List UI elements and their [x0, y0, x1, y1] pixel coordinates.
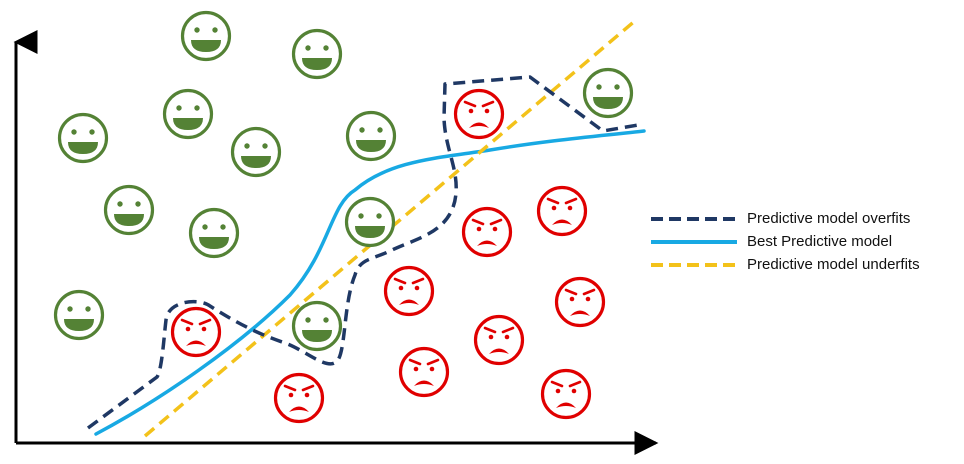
- angry-face-icon: [453, 88, 505, 140]
- happy-face-icon: [188, 207, 240, 259]
- angry-face-icon: [383, 265, 435, 317]
- decision-boundaries: [86, 18, 646, 438]
- happy-face-icon: [57, 112, 109, 164]
- angry-face-icon: [540, 368, 592, 420]
- happy-face-icon: [103, 184, 155, 236]
- happy-face-icon: [345, 110, 397, 162]
- legend-label-overfit: Predictive model overfits: [747, 210, 911, 227]
- legend-item-underfit: Predictive model underfits: [651, 253, 957, 276]
- best-fit-curve: [94, 129, 646, 436]
- angry-face-icon: [273, 372, 325, 424]
- happy-face-icon: [180, 10, 232, 62]
- underfit-line: [143, 18, 638, 438]
- legend: Predictive model overfits Best Predictiv…: [651, 207, 957, 276]
- happy-face-icon: [291, 300, 343, 352]
- axes: [13, 29, 659, 455]
- happy-face-icon: [162, 88, 214, 140]
- best-legend-icon: [651, 239, 737, 244]
- legend-label-best: Best Predictive model: [747, 233, 893, 250]
- happy-face-icon: [344, 196, 396, 248]
- angry-face-icon: [536, 185, 588, 237]
- overfit-curve: [86, 75, 639, 430]
- happy-face-icon: [53, 289, 105, 341]
- legend-item-best: Best Predictive model: [651, 230, 957, 253]
- legend-item-overfit: Predictive model overfits: [651, 207, 957, 230]
- happy-points: [53, 10, 634, 352]
- angry-face-icon: [461, 206, 513, 258]
- happy-face-icon: [230, 126, 282, 178]
- happy-face-icon: [291, 28, 343, 80]
- happy-face-icon: [582, 67, 634, 119]
- angry-face-icon: [473, 314, 525, 366]
- legend-label-underfit: Predictive model underfits: [747, 256, 920, 273]
- angry-face-icon: [554, 276, 606, 328]
- overfit-legend-icon: [651, 216, 737, 221]
- underfit-legend-icon: [651, 262, 737, 267]
- angry-face-icon: [398, 346, 450, 398]
- angry-face-icon: [170, 306, 222, 358]
